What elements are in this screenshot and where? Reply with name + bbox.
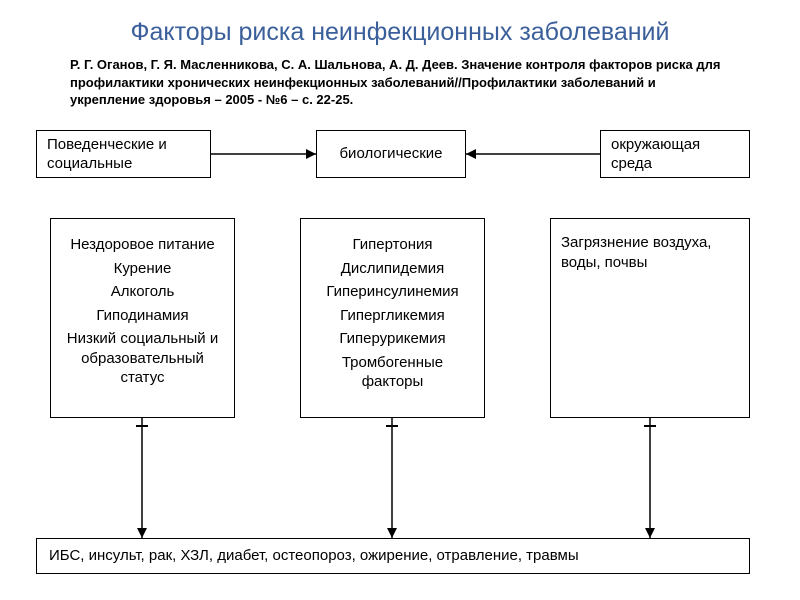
category-behavioral: Поведенческие и социальные xyxy=(36,130,211,178)
detail-item: Дислипидемия xyxy=(341,259,445,279)
category-environment-label: окружающая среда xyxy=(611,135,739,174)
detail-item: Загрязнение воздуха, воды, почвы xyxy=(561,233,739,272)
detail-item: Нездоровое питание xyxy=(70,235,214,255)
detail-item: Гиперурикемия xyxy=(339,329,445,349)
outcome-box: ИБС, инсульт, рак, ХЗЛ, диабет, остеопор… xyxy=(36,538,750,574)
category-environment: окружающая среда xyxy=(600,130,750,178)
outcome-label: ИБС, инсульт, рак, ХЗЛ, диабет, остеопор… xyxy=(49,547,579,564)
detail-item: Низкий социальный и образовательный стат… xyxy=(61,329,224,388)
detail-biological: Гипертония Дислипидемия Гиперинсулинемия… xyxy=(300,218,485,418)
detail-behavioral: Нездоровое питание Курение Алкоголь Гипо… xyxy=(50,218,235,418)
detail-item: Тромбогенные факторы xyxy=(311,353,474,392)
page-title: Факторы риска неинфекционных заболеваний xyxy=(0,18,800,47)
detail-item: Гиподинамия xyxy=(96,306,188,326)
category-biological-label: биологические xyxy=(339,144,442,164)
detail-item: Гипертония xyxy=(353,235,433,255)
detail-item: Гиперинсулинемия xyxy=(326,282,458,302)
category-biological: биологические xyxy=(316,130,466,178)
category-behavioral-label: Поведенческие и социальные xyxy=(47,135,200,174)
detail-environment: Загрязнение воздуха, воды, почвы xyxy=(550,218,750,418)
detail-item: Курение xyxy=(114,259,172,279)
detail-item: Алкоголь xyxy=(111,282,175,302)
detail-item: Гипергликемия xyxy=(340,306,445,326)
citation-text: Р. Г. Оганов, Г. Я. Масленникова, С. А. … xyxy=(70,56,730,109)
